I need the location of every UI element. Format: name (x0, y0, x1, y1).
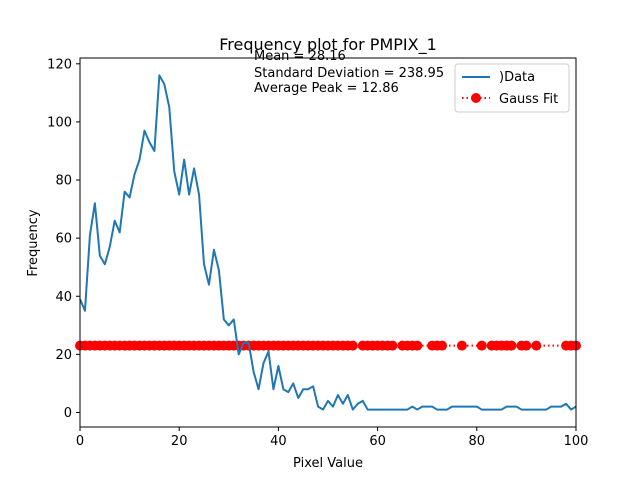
y-tick-label-4: 80 (55, 174, 72, 189)
gauss-fit-marker-70 (456, 340, 467, 351)
gauss-fit-marker-71 (476, 340, 487, 351)
y-tick-label-5: 100 (47, 115, 72, 130)
x-tick-label-2: 40 (270, 434, 287, 449)
x-tick-label-4: 80 (469, 434, 486, 449)
gauss-fit-marker-66 (412, 340, 423, 351)
series-layer (75, 74, 581, 411)
x-axis-label: Pixel Value (293, 456, 363, 471)
y-tick-label-0: 0 (64, 406, 72, 421)
legend-gauss-marker (471, 93, 481, 103)
y-tick-label-6: 120 (47, 57, 72, 72)
legend-data-label: )Data (499, 70, 535, 85)
legend: )Data Gauss Fit (454, 63, 570, 113)
y-tick-label-2: 40 (55, 290, 72, 305)
x-tick-label-5: 100 (564, 434, 589, 449)
stats-annotation: Mean = 28.16 Standard Deviation = 238.95… (254, 49, 444, 96)
gauss-fit-marker-55 (347, 340, 358, 351)
y-axis-label: Frequency (26, 209, 41, 276)
x-tick-label-3: 60 (369, 434, 386, 449)
gauss-fit-marker-79 (531, 340, 542, 351)
gauss-fit-marker-76 (506, 340, 517, 351)
data-series-line (79, 74, 577, 411)
annotation-std-dev: Standard Deviation = 238.95 (254, 66, 444, 81)
x-tick-label-0: 0 (76, 434, 84, 449)
annotation-average-peak: Average Peak = 12.86 (254, 81, 399, 96)
gauss-fit-marker-78 (521, 340, 532, 351)
gauss-fit-marker-69 (437, 340, 448, 351)
gauss-fit-marker-62 (387, 340, 398, 351)
legend-gauss-label: Gauss Fit (499, 92, 558, 107)
y-tick-label-1: 20 (55, 348, 72, 363)
plot-frame (79, 57, 577, 428)
y-tick-label-3: 60 (55, 232, 72, 247)
x-tick-label-1: 20 (171, 434, 188, 449)
ticks-layer: 0 20 40 60 80 100 0 20 40 60 80 100 120 (47, 57, 588, 449)
chart-title: Frequency plot for PMPIX_1 (219, 35, 437, 55)
annotation-mean: Mean = 28.16 (254, 49, 346, 64)
